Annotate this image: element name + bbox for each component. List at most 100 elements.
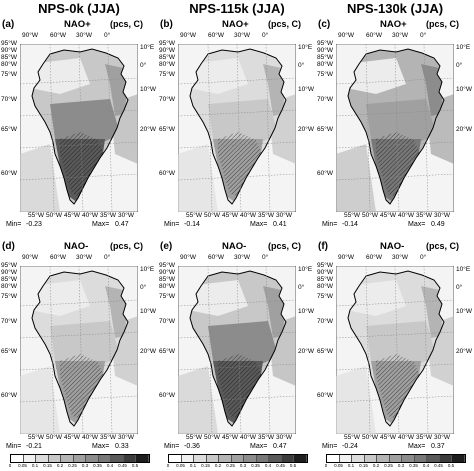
longitude-label-bottom: 45°W: [380, 212, 396, 219]
latitude-label: 85°W: [159, 54, 175, 61]
longitude-label-bottom: 30°W: [118, 212, 134, 219]
nao-phase-label: NAO-: [222, 241, 247, 252]
colorbar-tick-label: 0.45: [434, 463, 443, 468]
colorbar-tick-label: 0.5: [131, 463, 139, 468]
colorbar-swatch: [269, 455, 282, 462]
colorbar-boxes: [168, 454, 308, 463]
colorbar-swatch: [231, 455, 244, 462]
longitude-label-right: 0°: [298, 284, 305, 291]
anomaly-east-coast: [263, 64, 286, 116]
longitude-label-right: 10°E: [456, 266, 471, 273]
colorbar-swatch: [23, 455, 36, 462]
latitude-label: 70°W: [317, 96, 333, 103]
longitude-label-top: 0°: [262, 32, 269, 39]
longitude-label-bottom: 50°W: [46, 212, 62, 219]
longitude-label-bottom: 30°W: [276, 434, 292, 441]
longitude-label-top: 30°W: [234, 32, 250, 39]
nao-phase-label: NAO+: [380, 19, 407, 30]
colorbar-swatch: [281, 455, 294, 462]
max-label: Max=: [92, 221, 110, 228]
longitude-label-top: 30°W: [392, 254, 408, 261]
longitude-label-top: 60°W: [366, 254, 382, 261]
colorbar-tick-label: 0: [324, 463, 328, 468]
longitude-label-bottom: 55°W: [186, 212, 202, 219]
longitude-label-top: 90°W: [338, 254, 354, 261]
longitude-label-bottom: 35°W: [416, 434, 432, 441]
latitude-label: 75°W: [159, 71, 175, 78]
min-value: -0.14: [184, 221, 200, 228]
anomaly-central: [366, 321, 436, 366]
max-label: Max=: [250, 443, 268, 450]
anomaly-central: [366, 99, 436, 144]
longitude-label-right: 10°W: [298, 86, 314, 93]
colorbar-swatch: [427, 455, 440, 462]
longitude-label-right: 20°W: [140, 348, 156, 355]
longitude-label-bottom: 55°W: [344, 434, 360, 441]
latitude-label: 90°W: [1, 269, 17, 276]
longitude-gridline: [394, 266, 400, 434]
units-label: (pcs, C): [426, 241, 460, 251]
greenland-coastline: [189, 270, 287, 427]
colorbar-swatch: [169, 455, 182, 462]
latitude-label: 95°W: [1, 40, 17, 47]
longitude-gridline: [423, 266, 429, 434]
min-label: Min=: [164, 221, 180, 228]
longitude-label-bottom: 30°W: [276, 212, 292, 219]
latitude-label: 85°W: [317, 276, 333, 283]
min-label: Min=: [322, 443, 338, 450]
units-label: (pcs, C): [268, 241, 302, 251]
colorbar-ticks: 0 0.05 0.1 0.15 0.2 0.25 0.3 0.35 0.4 0.45 0.5: [164, 463, 308, 470]
longitude-gridline: [365, 266, 371, 434]
map-panel: (f) NAO- (pcs, C) 90°W 60°W 30°W 0° 95°W 90°W 85°…: [316, 240, 474, 462]
latitude-label: 70°W: [159, 96, 175, 103]
longitude-label-bottom: 40°W: [82, 212, 98, 219]
ocean-anomaly-region: [336, 366, 376, 434]
colorbar-tick-label: 0.1: [189, 463, 197, 468]
map-panel: (a) NAO+ (pcs, C) 90°W 60°W 30°W 0° 95°W 90°W 85°…: [0, 18, 158, 240]
longitude-label-top: 60°W: [208, 32, 224, 39]
longitude-label-top: 30°W: [234, 254, 250, 261]
greenland-map: [178, 44, 296, 212]
anomaly-central: [50, 321, 120, 366]
anomaly-central: [50, 99, 120, 144]
longitude-gridline: [423, 44, 429, 212]
latitude-label: 65°W: [1, 348, 17, 355]
colorbar-tick-label: 0.1: [31, 463, 39, 468]
column-title: NPS-115k (JJA): [189, 1, 285, 16]
longitude-label-top: 60°W: [50, 32, 66, 39]
map-panel: (c) NAO+ (pcs, C) 90°W 60°W 30°W 0° 95°W 90°W 85°…: [316, 18, 474, 240]
longitude-label-top: 60°W: [50, 254, 66, 261]
colorbar-ticks: 0 0.05 0.1 0.15 0.2 0.25 0.3 0.35 0.4 0.45 0.5: [6, 463, 150, 470]
longitude-label-top: 0°: [104, 32, 111, 39]
anomaly-north-light: [32, 58, 90, 94]
anomaly-field: [32, 49, 128, 204]
longitude-label-right: 0°: [298, 62, 305, 69]
latitude-label: 75°W: [1, 71, 17, 78]
longitude-label-bottom: 40°W: [240, 212, 256, 219]
longitude-gridline: [394, 44, 400, 212]
colorbar: 0 0.05 0.1 0.15 0.2 0.25 0.3 0.35 0.4 0.45 0.5: [164, 454, 308, 471]
longitude-label-top: 90°W: [180, 32, 196, 39]
colorbar-tick-label: 0.05: [176, 463, 185, 468]
latitude-label: 85°W: [1, 276, 17, 283]
colorbar-tick-label: 0.45: [276, 463, 285, 468]
latitude-label: 70°W: [1, 318, 17, 325]
colorbar-swatch: [352, 455, 365, 462]
colorbar-tick-label: 0.35: [409, 463, 418, 468]
longitude-label-bottom: 30°W: [434, 212, 450, 219]
longitude-label-bottom: 35°W: [258, 212, 274, 219]
max-label: Max=: [92, 443, 110, 450]
latitude-label: 70°W: [159, 318, 175, 325]
longitude-label-top: 0°: [420, 254, 427, 261]
longitude-gridline: [236, 44, 242, 212]
anomaly-north-light: [190, 280, 248, 316]
latitude-label: 80°W: [317, 61, 333, 68]
colorbar-swatch: [377, 455, 390, 462]
colorbar-swatch: [339, 455, 352, 462]
greenland-map: [336, 44, 454, 212]
longitude-label-right: 0°: [140, 284, 147, 291]
colorbar-tick-label: 0.35: [93, 463, 102, 468]
colorbar-boxes: [10, 454, 150, 463]
longitude-label-right: 10°E: [298, 44, 313, 51]
min-value: -0.23: [26, 221, 42, 228]
